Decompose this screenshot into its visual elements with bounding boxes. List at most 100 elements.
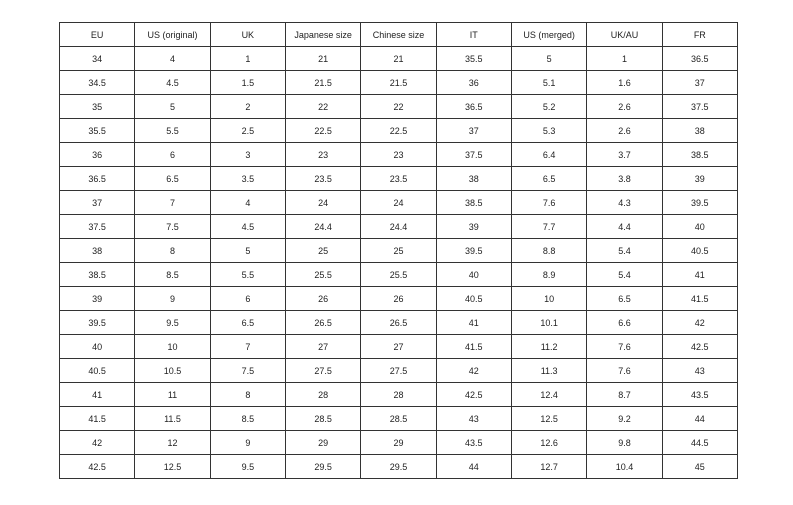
- table-cell: 38.5: [58, 262, 136, 287]
- table-cell: 27: [284, 334, 362, 359]
- table-cell: 28.5: [360, 406, 437, 431]
- table-cell: 44.5: [661, 430, 739, 455]
- table-cell: 1: [209, 46, 286, 71]
- table-cell: 1.5: [209, 70, 286, 95]
- table-cell: 39.5: [661, 190, 739, 215]
- table-row: 42.5 12.5 9.5 29.5 29.5 44 12.7 10.4 45: [58, 454, 739, 479]
- column-header: US (merged): [510, 22, 588, 47]
- shoe-size-conversion-table: EU US (original) UK Japanese size Chinese si…: [58, 22, 739, 479]
- table-cell: 40.5: [661, 238, 739, 263]
- table-cell: 41: [435, 310, 512, 335]
- table-cell: 6.6: [586, 310, 663, 335]
- table-row: 37 7 4 24 24 38.5 7.6 4.3 39.5: [58, 190, 739, 215]
- table-cell: 7.6: [586, 358, 663, 383]
- table-cell: 43.5: [435, 430, 512, 455]
- table-cell: 41.5: [435, 334, 512, 359]
- column-header: FR: [661, 22, 739, 47]
- table-cell: 37.5: [661, 94, 739, 119]
- table-cell: 26: [284, 286, 362, 311]
- table-cell: 40: [58, 334, 136, 359]
- table-row: 37.5 7.5 4.5 24.4 24.4 39 7.7 4.4 40: [58, 214, 739, 239]
- table-cell: 5.5: [209, 262, 286, 287]
- table-cell: 28: [284, 382, 362, 407]
- table-row: 40.5 10.5 7.5 27.5 27.5 42 11.3 7.6 43: [58, 358, 739, 383]
- table-cell: 42: [58, 430, 136, 455]
- table-cell: 24: [360, 190, 437, 215]
- table-cell: 28: [360, 382, 437, 407]
- table-cell: 9: [209, 430, 286, 455]
- table-cell: 23: [360, 142, 437, 167]
- table-cell: 9.8: [586, 430, 663, 455]
- table-cell: 22.5: [360, 118, 437, 143]
- table-cell: 38.5: [661, 142, 739, 167]
- table-cell: 37: [435, 118, 512, 143]
- table-cell: 21.5: [360, 70, 437, 95]
- table-cell: 2.6: [586, 118, 663, 143]
- table-cell: 5.1: [510, 70, 588, 95]
- table-cell: 36.5: [435, 94, 512, 119]
- table-cell: 22.5: [284, 118, 362, 143]
- table-cell: 6.5: [134, 166, 211, 191]
- table-cell: 7.6: [586, 334, 663, 359]
- table-cell: 42.5: [435, 382, 512, 407]
- table-cell: 45: [661, 454, 739, 479]
- table-cell: 43: [661, 358, 739, 383]
- table-cell: 41: [58, 382, 136, 407]
- table-row: 40 10 7 27 27 41.5 11.2 7.6 42.5: [58, 334, 739, 359]
- header-row: EU US (original) UK Japanese size Chinese si…: [58, 22, 739, 47]
- table-cell: 25.5: [284, 262, 362, 287]
- table-cell: 28.5: [284, 406, 362, 431]
- table-cell: 25: [284, 238, 362, 263]
- table-row: 38.5 8.5 5.5 25.5 25.5 40 8.9 5.4 41: [58, 262, 739, 287]
- table-cell: 7: [209, 334, 286, 359]
- table-cell: 41: [661, 262, 739, 287]
- table-cell: 5.5: [134, 118, 211, 143]
- table-cell: 5: [134, 94, 211, 119]
- column-header: UK: [209, 22, 286, 47]
- table-cell: 39: [58, 286, 136, 311]
- table-cell: 40: [435, 262, 512, 287]
- table-cell: 36: [58, 142, 136, 167]
- table-cell: 38: [435, 166, 512, 191]
- table-cell: 25.5: [360, 262, 437, 287]
- table-cell: 36: [435, 70, 512, 95]
- table-row: 35 5 2 22 22 36.5 5.2 2.6 37.5: [58, 94, 739, 119]
- table-cell: 4.4: [586, 214, 663, 239]
- table-cell: 8.9: [510, 262, 588, 287]
- table-cell: 22: [360, 94, 437, 119]
- table-cell: 26.5: [360, 310, 437, 335]
- table-cell: 9: [134, 286, 211, 311]
- table-cell: 2: [209, 94, 286, 119]
- table-cell: 5.2: [510, 94, 588, 119]
- table-cell: 39: [435, 214, 512, 239]
- table-row: 35.5 5.5 2.5 22.5 22.5 37 5.3 2.6 38: [58, 118, 739, 143]
- table-cell: 10: [134, 334, 211, 359]
- table-cell: 41.5: [661, 286, 739, 311]
- table-cell: 11.5: [134, 406, 211, 431]
- table-cell: 24: [284, 190, 362, 215]
- table-cell: 42.5: [661, 334, 739, 359]
- table-cell: 26: [360, 286, 437, 311]
- table-row: 36.5 6.5 3.5 23.5 23.5 38 6.5 3.8 39: [58, 166, 739, 191]
- table-row: 39.5 9.5 6.5 26.5 26.5 41 10.1 6.6 42: [58, 310, 739, 335]
- table-cell: 23: [284, 142, 362, 167]
- table-cell: 10.5: [134, 358, 211, 383]
- table-cell: 38: [58, 238, 136, 263]
- table-cell: 21.5: [284, 70, 362, 95]
- table-cell: 4.3: [586, 190, 663, 215]
- table-cell: 7.5: [134, 214, 211, 239]
- table-row: 38 8 5 25 25 39.5 8.8 5.4 40.5: [58, 238, 739, 263]
- table-cell: 2.5: [209, 118, 286, 143]
- table-cell: 40.5: [58, 358, 136, 383]
- table-cell: 3.5: [209, 166, 286, 191]
- column-header: Japanese size: [284, 22, 362, 47]
- table-cell: 21: [360, 46, 437, 71]
- table-cell: 35: [58, 94, 136, 119]
- table-row: 41.5 11.5 8.5 28.5 28.5 43 12.5 9.2 44: [58, 406, 739, 431]
- table-cell: 10.4: [586, 454, 663, 479]
- table-cell: 10: [510, 286, 588, 311]
- table-cell: 10.1: [510, 310, 588, 335]
- table-cell: 43.5: [661, 382, 739, 407]
- table-cell: 12.5: [510, 406, 588, 431]
- table-cell: 26.5: [284, 310, 362, 335]
